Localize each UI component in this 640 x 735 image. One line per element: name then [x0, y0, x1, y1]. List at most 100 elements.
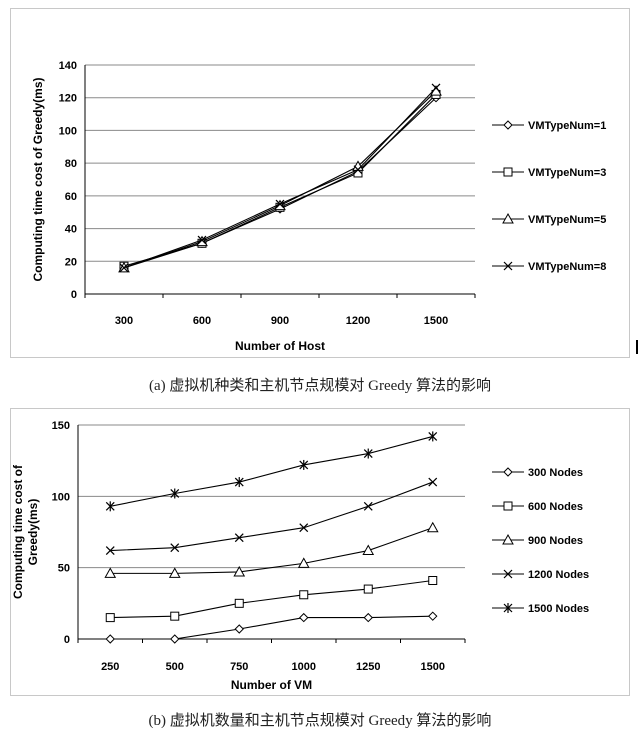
data-point: [105, 546, 115, 555]
data-point: [428, 431, 438, 442]
data-point: [426, 521, 439, 533]
legend-entry: VMTypeNum=3: [492, 167, 606, 179]
legend-entry: VMTypeNum=1: [492, 120, 606, 132]
legend-entry: 300 Nodes: [492, 467, 583, 479]
legend-label: VMTypeNum=3: [528, 167, 606, 179]
series-line: [110, 481, 433, 552]
x-tick-label: 750: [230, 661, 248, 673]
series-line: [110, 527, 433, 574]
legend-marker: [503, 167, 513, 177]
legend-entry: 1200 Nodes: [492, 569, 589, 581]
series-line: [123, 97, 437, 269]
x-tick-label: 300: [115, 315, 133, 327]
data-point: [234, 477, 244, 488]
data-point: [363, 501, 373, 511]
series-900-nodes: [104, 521, 439, 578]
legend-label: 600 Nodes: [528, 501, 583, 513]
legend-marker: [503, 569, 513, 579]
x-tick-label: 1500: [424, 315, 448, 327]
data-point: [119, 263, 129, 273]
series-vmtypenum-8: [119, 83, 441, 273]
x-tick-label: 500: [166, 661, 184, 673]
series-line: [123, 87, 437, 269]
y-tick-label: 100: [52, 491, 70, 503]
x-tick-label: 600: [193, 315, 211, 327]
series-600-nodes: [105, 576, 438, 623]
y-tick-label: 120: [59, 93, 77, 105]
legend-label: VMTypeNum=5: [528, 214, 606, 226]
x-tick-label: 1250: [356, 661, 380, 673]
data-point: [353, 165, 363, 175]
x-axis-label: Number of Host: [235, 339, 325, 353]
data-point: [428, 611, 438, 621]
y-tick-label: 100: [59, 125, 77, 137]
text-cursor-mark: [636, 340, 638, 354]
series-line: [110, 579, 433, 619]
data-point: [197, 235, 207, 245]
data-point: [105, 613, 115, 623]
y-tick-label: 60: [65, 191, 77, 203]
y-tick-label: 0: [64, 634, 70, 646]
data-point: [299, 590, 309, 600]
legend-entry: 600 Nodes: [492, 501, 583, 513]
y-axis-label: Computing time cost of Greedy(ms): [31, 77, 45, 281]
y-tick-label: 0: [71, 289, 77, 301]
data-point: [234, 533, 244, 543]
data-point: [170, 634, 180, 644]
caption-b: (b) 虚拟机数量和主机节点规模对 Greedy 算法的影响: [148, 713, 492, 729]
legend-label: 300 Nodes: [528, 467, 583, 479]
y-axis-label: Computing time cost of: [11, 464, 25, 599]
legend-marker: [503, 467, 513, 477]
x-tick-label: 1200: [346, 315, 370, 327]
data-point: [234, 598, 244, 608]
data-point: [170, 488, 180, 499]
data-point: [297, 557, 310, 568]
data-point: [233, 565, 246, 577]
legend-marker: [502, 533, 514, 545]
data-point: [363, 584, 373, 594]
y-tick-label: 140: [59, 60, 77, 72]
legend-marker: [503, 261, 513, 271]
legend-label: 900 Nodes: [528, 535, 583, 547]
legend-label: VMTypeNum=1: [528, 120, 606, 132]
legend-marker: [503, 120, 513, 130]
data-point: [299, 459, 309, 470]
legend-entry: VMTypeNum=5: [492, 212, 606, 226]
legend-label: VMTypeNum=8: [528, 261, 606, 273]
x-tick-label: 250: [101, 661, 119, 673]
x-tick-label: 1000: [292, 661, 316, 673]
data-point: [428, 477, 438, 487]
series-line: [123, 90, 437, 269]
x-tick-label: 900: [271, 315, 289, 327]
legend-entry: 1500 Nodes: [492, 603, 589, 615]
series-line: [110, 435, 433, 507]
data-point: [299, 612, 309, 623]
series-vmtypenum-1: [119, 93, 441, 273]
caption-a: (a) 虚拟机种类和主机节点规模对 Greedy 算法的影响: [148, 378, 492, 394]
legend-marker: [503, 603, 513, 613]
data-point: [104, 567, 117, 578]
y-tick-label: 150: [52, 420, 70, 432]
data-point: [275, 199, 285, 209]
legend-entry: 900 Nodes: [492, 533, 583, 547]
y-axis-label: Greedy(ms): [26, 499, 40, 566]
y-tick-label: 20: [65, 256, 77, 268]
series-1500-nodes: [105, 431, 438, 512]
series-vmtypenum-3: [119, 89, 441, 271]
legend-label: 1200 Nodes: [528, 569, 589, 581]
series-1200-nodes: [105, 477, 438, 555]
data-point: [363, 612, 373, 623]
data-point: [428, 576, 438, 586]
data-point: [105, 634, 115, 644]
legend-label: 1500 Nodes: [528, 603, 589, 615]
series-vmtypenum-5: [118, 85, 442, 273]
x-axis-label: Number of VM: [231, 678, 312, 692]
y-tick-label: 40: [65, 224, 77, 236]
chart-panel-b: [10, 408, 630, 696]
series-300-nodes: [105, 611, 438, 644]
data-point: [170, 543, 180, 553]
data-point: [363, 448, 373, 459]
y-tick-label: 50: [58, 563, 70, 575]
series-line: [110, 615, 433, 640]
